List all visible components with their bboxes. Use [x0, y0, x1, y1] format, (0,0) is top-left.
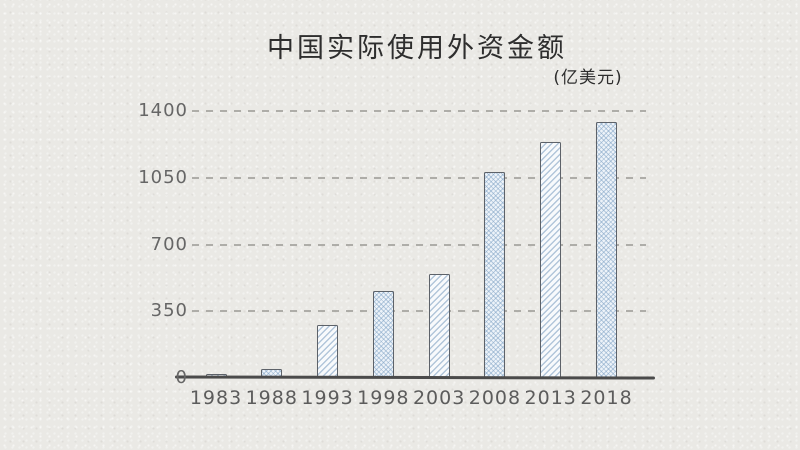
y-tick-label: 700	[150, 233, 188, 255]
x-tick-label: 1983	[189, 387, 243, 409]
x-axis-line	[174, 375, 656, 380]
x-tick-label: 1993	[301, 387, 354, 409]
chart-title: 中国实际使用外资金额	[267, 33, 567, 64]
unit-label: (亿美元)	[553, 68, 623, 88]
x-tick-label: 2003	[412, 387, 466, 409]
gridline-350	[192, 310, 646, 313]
x-tick-label: 2008	[468, 387, 522, 409]
bar-1998	[372, 291, 394, 378]
plot-area	[190, 110, 650, 378]
bar-2003	[428, 274, 450, 378]
x-tick-label: 1998	[357, 387, 410, 409]
y-tick-label: 350	[150, 300, 188, 322]
y-tick-label: 0	[175, 367, 188, 388]
x-tick-label: 1988	[245, 387, 298, 409]
bar-2008	[484, 172, 506, 378]
bar-2018	[596, 121, 618, 378]
gridline-700	[192, 243, 646, 246]
bar-2013	[540, 141, 562, 378]
x-tick-label: 2013	[524, 387, 577, 409]
x-tick-label: 2018	[580, 387, 633, 409]
bar-1993	[317, 324, 339, 378]
y-tick-label: 1050	[138, 166, 188, 188]
y-tick-label: 1400	[138, 100, 188, 121]
gridline-1050	[192, 176, 646, 179]
gridline-1400	[192, 110, 646, 112]
